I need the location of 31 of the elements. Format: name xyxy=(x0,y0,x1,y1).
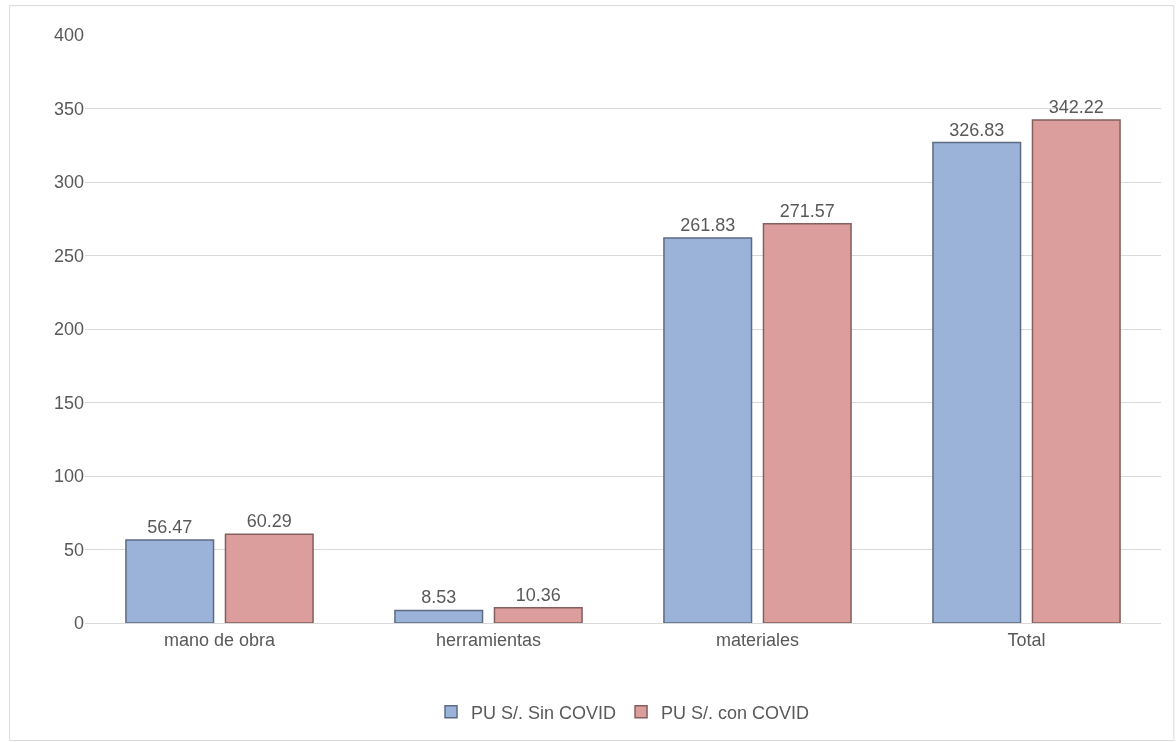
data-label: 56.47 xyxy=(147,516,193,537)
y-tick-label: 350 xyxy=(53,98,84,119)
data-label: 60.29 xyxy=(246,511,292,532)
bar xyxy=(224,533,314,623)
bar xyxy=(394,609,484,623)
y-tick-label: 300 xyxy=(53,172,84,193)
x-tick-label: mano de obra xyxy=(163,629,277,650)
x-tick-label: materiales xyxy=(715,629,800,650)
data-label: 342.22 xyxy=(1048,96,1104,117)
y-tick-label: 100 xyxy=(53,466,84,487)
y-tick-label: 200 xyxy=(53,319,84,340)
y-tick-label: 50 xyxy=(63,539,84,560)
y-tick-label: 400 xyxy=(53,25,84,46)
data-label: 271.57 xyxy=(779,200,835,221)
y-tick-label: 250 xyxy=(53,245,84,266)
bar xyxy=(663,237,753,623)
bar xyxy=(932,141,1022,623)
legend-label: PU S/. con COVID xyxy=(661,702,810,723)
x-tick-label: Total xyxy=(1007,629,1046,650)
bar xyxy=(762,223,852,623)
y-tick-label: 150 xyxy=(53,392,84,413)
data-label: 10.36 xyxy=(515,584,561,605)
data-label: 326.83 xyxy=(949,119,1005,140)
data-label: 261.83 xyxy=(680,215,736,236)
x-tick-label: herramientas xyxy=(435,629,542,650)
y-tick-label: 0 xyxy=(73,613,84,634)
data-label: 8.53 xyxy=(421,587,457,608)
bar xyxy=(125,539,215,623)
bar xyxy=(493,607,583,623)
legend-label: PU S/. Sin COVID xyxy=(471,702,617,723)
bar xyxy=(1031,119,1121,623)
